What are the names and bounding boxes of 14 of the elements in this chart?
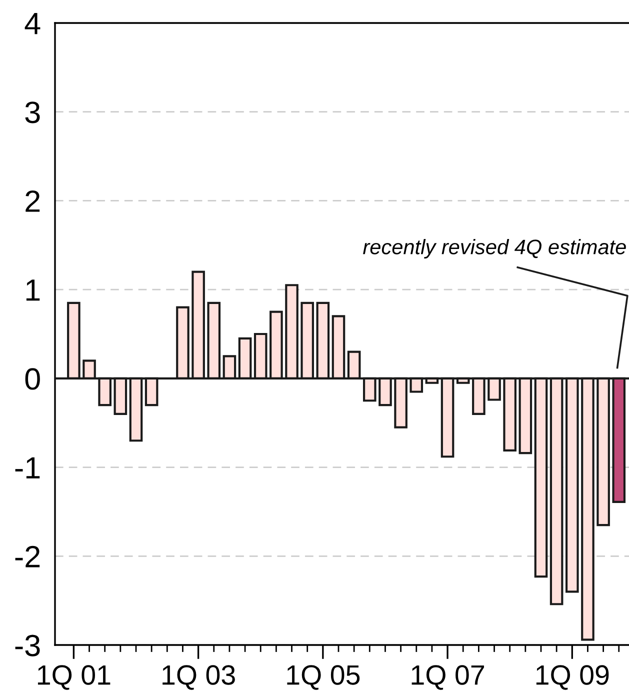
x-tick-label: 1Q 07 xyxy=(412,665,484,690)
x-tick-label: 1Q 09 xyxy=(536,665,609,690)
y-tick-label: 4 xyxy=(24,13,40,34)
x-tick-label: 1Q 03 xyxy=(162,665,235,690)
y-tick-label: -1 xyxy=(15,457,40,478)
y-tick-label: 0 xyxy=(25,368,40,390)
y-tick-label: 1 xyxy=(26,280,40,301)
y-tick-label: 3 xyxy=(25,102,40,124)
x-tick-label: 1Q 01 xyxy=(38,665,110,690)
annotation: recently revised 4Q estimate xyxy=(363,239,626,258)
y-tick-label: -3 xyxy=(15,634,40,656)
y-tick-label: -2 xyxy=(15,546,40,568)
y-tick-label: 2 xyxy=(26,190,40,212)
x-tick-label: 1Q 05 xyxy=(287,665,360,690)
